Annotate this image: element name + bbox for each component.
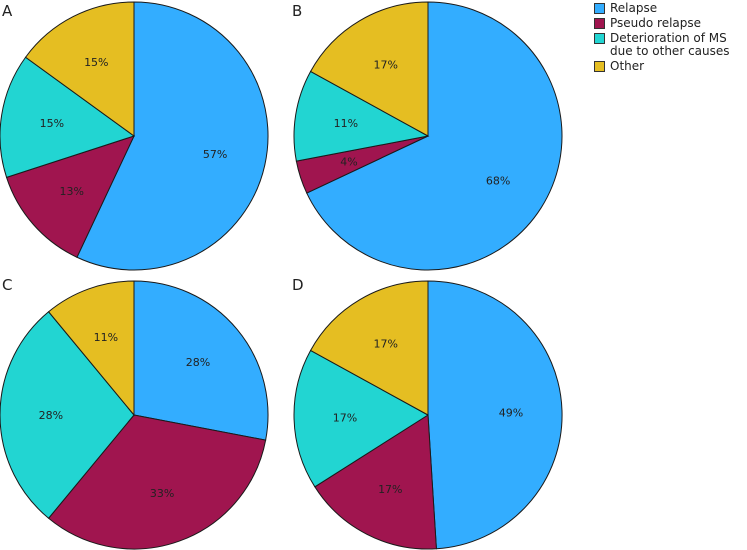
legend: Relapse Pseudo relapse Deterioration of … xyxy=(594,2,746,75)
panel-letter: D xyxy=(292,276,304,294)
legend-swatch-other xyxy=(594,61,605,72)
slice-label-pseudo-relapse: 33% xyxy=(150,487,174,500)
slice-label-pseudo-relapse: 4% xyxy=(340,156,357,169)
pie-slice-relapse xyxy=(306,1,563,271)
pie-slice-pseudo-relapse xyxy=(47,414,267,550)
panel-letter: C xyxy=(2,276,12,294)
pie-panel-a: 57% 13% 15% 15% A xyxy=(0,1,269,271)
pie-panel-b: 68% 4% 11% 17% B xyxy=(292,1,563,271)
pie-slice-other xyxy=(47,280,135,417)
legend-item-deterioration: Deterioration of MS due to other causes xyxy=(594,32,746,58)
slice-label-relapse: 57% xyxy=(203,148,227,161)
slice-label-pseudo-relapse: 13% xyxy=(59,185,83,198)
slice-label-other: 17% xyxy=(373,59,397,72)
legend-swatch-pseudo-relapse xyxy=(594,18,605,29)
pie-slice-pseudo-relapse xyxy=(314,414,437,550)
legend-label-relapse: Relapse xyxy=(610,1,658,15)
pie-slice-relapse xyxy=(427,280,563,550)
legend-item-other: Other xyxy=(594,60,746,73)
slice-label-relapse: 68% xyxy=(486,175,510,188)
pie-slice-deterioration xyxy=(293,349,429,488)
legend-item-relapse: Relapse xyxy=(594,2,746,15)
panel-letter: B xyxy=(292,2,302,20)
legend-swatch-deterioration xyxy=(594,33,605,44)
pie-slice-relapse xyxy=(133,280,269,441)
pie-panel-d: 49% 17% 17% 17% D xyxy=(292,276,563,550)
pie-slice-pseudo-relapse xyxy=(5,135,135,258)
pie-slice-other xyxy=(24,1,135,137)
slice-label-other: 17% xyxy=(373,338,397,351)
slice-label-deterioration: 28% xyxy=(39,409,63,422)
pie-slice-deterioration xyxy=(0,311,135,519)
pie-slice-other xyxy=(309,280,429,416)
slice-label-relapse: 28% xyxy=(186,356,210,369)
legend-label-pseudo-relapse: Pseudo relapse xyxy=(610,16,702,30)
slice-label-deterioration: 11% xyxy=(334,117,358,130)
pie-slice-other xyxy=(309,1,429,137)
panel-letter: A xyxy=(2,2,13,20)
slice-label-pseudo-relapse: 17% xyxy=(378,483,402,496)
pie-slice-deterioration xyxy=(293,70,430,162)
slice-label-other: 15% xyxy=(84,56,108,69)
legend-item-pseudo-relapse: Pseudo relapse xyxy=(594,17,746,30)
slice-label-deterioration: 17% xyxy=(333,412,357,425)
pie-panel-c: 28% 33% 28% 11% C xyxy=(0,276,269,550)
slice-label-relapse: 49% xyxy=(499,406,523,419)
pie-slice-relapse xyxy=(76,1,269,271)
pie-slice-deterioration xyxy=(0,56,136,179)
slice-label-deterioration: 15% xyxy=(40,117,64,130)
legend-label-deterioration: Deterioration of MS due to other causes xyxy=(610,31,730,58)
legend-label-other: Other xyxy=(610,59,645,73)
slice-label-other: 11% xyxy=(94,331,118,344)
legend-swatch-relapse xyxy=(594,3,605,14)
